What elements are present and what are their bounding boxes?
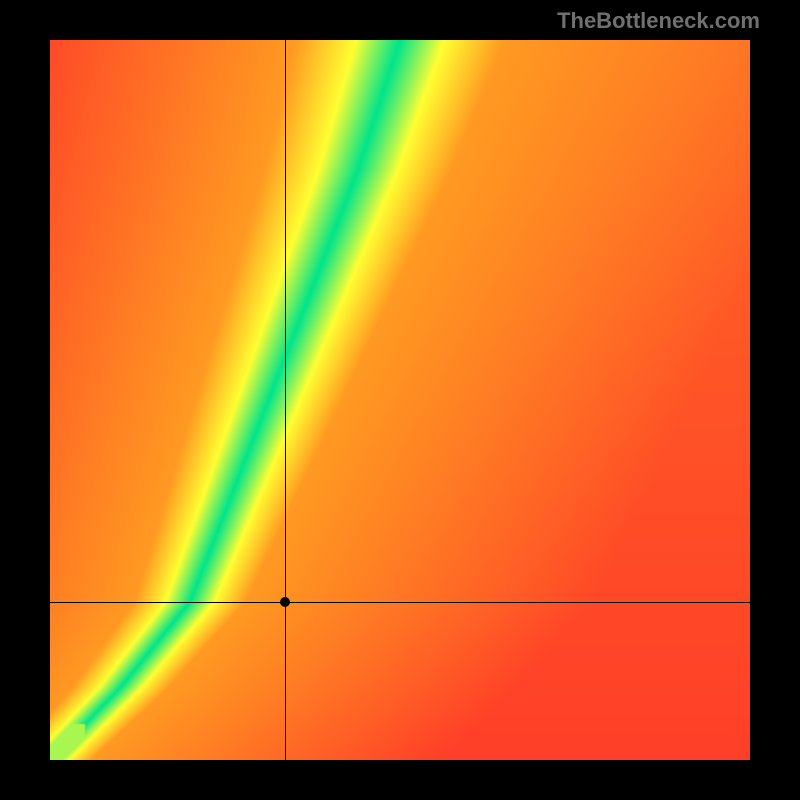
- attribution-text: TheBottleneck.com: [557, 8, 760, 34]
- crosshair-horizontal: [50, 602, 750, 603]
- heatmap-canvas: [50, 40, 750, 760]
- crosshair-vertical: [285, 40, 286, 760]
- crosshair-dot: [280, 597, 290, 607]
- heatmap-plot: [50, 40, 750, 760]
